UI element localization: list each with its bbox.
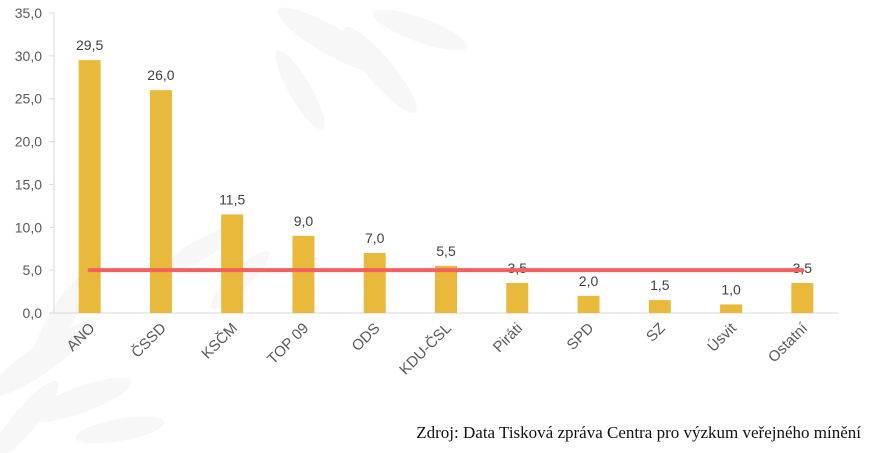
y-tick-label: 10,0 (15, 219, 42, 235)
category-label: ČSSD (128, 320, 170, 362)
data-label: 5,5 (436, 243, 456, 259)
bar (363, 253, 386, 313)
y-tick-label: 20,0 (15, 134, 42, 150)
bar (78, 60, 101, 314)
y-tick-label: 25,0 (15, 91, 42, 107)
watermark-leaf (32, 276, 88, 364)
y-tick-label: 0,0 (23, 305, 43, 321)
data-label: 26,0 (147, 67, 174, 83)
bars (78, 60, 814, 314)
bar (221, 214, 244, 313)
bar (292, 235, 315, 313)
bar (791, 283, 814, 313)
bar (149, 90, 172, 314)
category-label: ODS (349, 320, 384, 355)
y-tick-label: 5,0 (23, 262, 43, 278)
bar (506, 283, 529, 313)
data-label: 1,0 (721, 281, 741, 297)
watermark-leaf (372, 9, 468, 51)
category-label: SZ (643, 320, 669, 346)
watermark-leaf (0, 380, 59, 453)
y-tick-label: 30,0 (15, 48, 42, 64)
category-label: Ostatní (765, 319, 812, 366)
data-label: 1,5 (650, 277, 670, 293)
watermark-leaf (28, 377, 132, 423)
category-label: KSČM (198, 320, 241, 363)
category-label: SPD (564, 320, 598, 354)
bar (648, 300, 671, 313)
y-tick-label: 15,0 (15, 176, 42, 192)
y-axis-ticks: 0,0 5,0 10,0 15,0 20,0 25,0 30,0 35,0 (15, 5, 54, 321)
watermark-leaf (165, 228, 235, 272)
data-label: 3,5 (793, 260, 813, 276)
category-label: TOP 09 (264, 320, 312, 368)
bar (720, 304, 743, 313)
category-label: KDU-ČSL (396, 320, 455, 379)
category-label: Úsvit (704, 319, 740, 355)
y-tick-label: 35,0 (15, 5, 42, 21)
watermark-leaf (275, 50, 325, 130)
data-label: 2,0 (579, 273, 599, 289)
source-note: Zdroj: Data Tisková zpráva Centra pro vý… (416, 423, 861, 442)
watermark-leaf (75, 416, 165, 444)
data-label: 29,5 (76, 37, 103, 53)
category-label: Piráti (490, 320, 526, 356)
data-label: 3,5 (508, 260, 528, 276)
watermark-leaf (343, 27, 417, 113)
watermark-leaf (277, 7, 383, 73)
bar (577, 295, 600, 313)
data-label: 9,0 (294, 213, 314, 229)
watermark-leaf (0, 323, 90, 397)
category-labels: ANO ČSSD KSČM TOP 09 ODS KDU-ČSL Piráti SPD SZ Ús… (63, 319, 811, 378)
data-label: 11,5 (219, 191, 245, 207)
bar (435, 265, 457, 313)
data-label: 7,0 (365, 230, 385, 246)
